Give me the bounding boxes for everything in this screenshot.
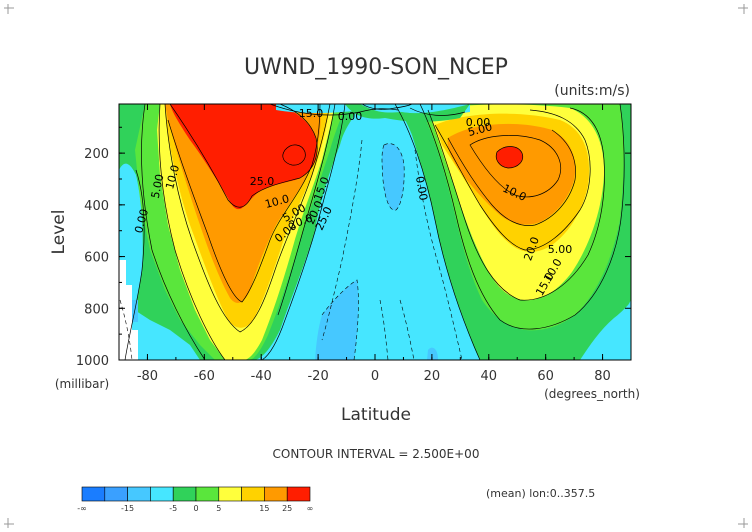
contour-label: 5.00 (467, 120, 494, 139)
x-axis-title: Latitude (341, 405, 411, 425)
y-tick-label: 600 (84, 251, 109, 266)
x-tick-label: -60 (194, 369, 215, 384)
contour-field (119, 104, 631, 360)
contour-label: 15.0 (299, 107, 324, 120)
y-axis: 200 400 600 800 1000 (76, 126, 631, 369)
contour-sh-outer (261, 104, 346, 360)
contour-neg-trop-inner (379, 299, 389, 360)
contour-nh-20 (447, 129, 576, 226)
colorbar-tick-label: 15 (259, 504, 269, 513)
y-tick-label: 200 (84, 147, 109, 162)
contour-sh-outer-2 (277, 104, 336, 316)
fill-band-nh-polar-cyan (580, 302, 631, 360)
contour-sh-5 (141, 104, 206, 360)
contour-interval-text: CONTOUR INTERVAL = 2.500E+00 (273, 447, 480, 461)
contour-top-left (269, 104, 399, 116)
contour-sh-30 (282, 144, 306, 166)
colorbar-swatch (127, 486, 151, 502)
colorbar-swatch (218, 486, 242, 502)
contour-label: 0.00 (132, 208, 151, 235)
contour-sh-0 (124, 169, 145, 360)
colorbar-swatch (150, 486, 174, 502)
colorbar-swatch (264, 486, 288, 502)
contour-label: 0.00 (413, 175, 430, 201)
contour-nh-10 (427, 107, 605, 301)
chart-title: UWND_1990-SON_NCEP (244, 55, 508, 80)
contour-neg-polar (119, 299, 133, 360)
contour-nh-5 (419, 104, 625, 330)
contour-lines (124, 104, 625, 360)
contour-label: 0.00 (338, 110, 363, 123)
contour-label: 5.00 (149, 173, 167, 200)
colorbar-swatch (172, 486, 197, 502)
y-axis-units: (millibar) (55, 377, 109, 391)
colorbar: -∞ -15 -5 0 5 15 25 ∞ (77, 486, 314, 513)
footnote-text: (mean) lon:0..357.5 (486, 487, 595, 500)
fill-band-trop-neg5-neg10-lower (315, 280, 359, 360)
colorbar-swatch (81, 486, 106, 502)
x-axis: -80 -60 -40 -20 0 20 40 60 80 (118, 104, 632, 384)
colorbar-tick-label: -15 (121, 504, 134, 513)
x-tick-label: 0 (371, 369, 379, 384)
contour-nh-15 (434, 109, 591, 251)
contour-sh-15 (164, 104, 331, 333)
colorbar-swatch (241, 486, 265, 502)
contour-neg-lower (321, 279, 359, 360)
colorbar-swatch (286, 486, 311, 502)
contour-label: 10.0 (264, 192, 291, 211)
colorbar-tick-label: -5 (169, 504, 177, 513)
fill-band-nh-20-25 (447, 123, 576, 225)
contour-sh-20 (167, 104, 321, 303)
y-tick-label: 800 (84, 302, 109, 317)
colorbar-tick-label: -∞ (77, 504, 87, 513)
contour-label: 0.00 (466, 116, 491, 129)
contour-top-right (409, 107, 466, 116)
negative-contour-lines (119, 139, 463, 360)
fill-band-missing (119, 260, 138, 360)
units-label: (units:m/s) (554, 83, 630, 99)
contour-label: 10.0 (163, 164, 182, 191)
x-tick-label: 20 (424, 369, 441, 384)
x-tick-label: 60 (537, 369, 554, 384)
x-tick-label: -80 (137, 369, 158, 384)
contour-neg-trop-inner-2 (399, 299, 415, 360)
contour-label: 25.0 (250, 175, 275, 188)
x-tick-label: -40 (251, 369, 272, 384)
x-axis-units: (degrees_north) (544, 387, 640, 401)
x-tick-label: 80 (594, 369, 611, 384)
contour-neg-trop-right (414, 149, 463, 360)
contour-nh-0 (394, 104, 481, 360)
colorbar-tick-label: 25 (282, 504, 292, 513)
contour-sh-10 (158, 104, 226, 360)
contour-sh-25 (169, 104, 318, 208)
fill-band-trop-neg5-neg10-upper (382, 143, 405, 211)
fill-band-nh-25-plus (496, 146, 523, 168)
contour-nh-25 (469, 135, 562, 198)
crop-marks (4, 4, 748, 528)
contour-neg-trop-left (321, 139, 363, 341)
contour-top-mid (361, 104, 413, 110)
y-axis-title: Level (49, 210, 69, 255)
colorbar-tick-label: 5 (216, 504, 221, 513)
y-tick-label: 1000 (76, 354, 109, 369)
x-tick-label: 40 (481, 369, 498, 384)
contour-label: 5.00 (548, 243, 573, 256)
fill-band-top-green-strip (345, 104, 470, 122)
colorbar-tick-label: 0 (193, 504, 198, 513)
contour-nh-core (495, 146, 524, 169)
fill-band-trop-neg5-neg10-patch (427, 347, 438, 360)
contour-neg-upper (381, 143, 405, 211)
colorbar-tick-label: ∞ (307, 504, 314, 513)
colorbar-swatch (195, 486, 220, 502)
y-tick-label: 400 (84, 199, 109, 214)
colorbar-swatch (104, 486, 128, 502)
fill-band-sh-25-plus (170, 104, 317, 210)
x-tick-label: -20 (307, 369, 328, 384)
